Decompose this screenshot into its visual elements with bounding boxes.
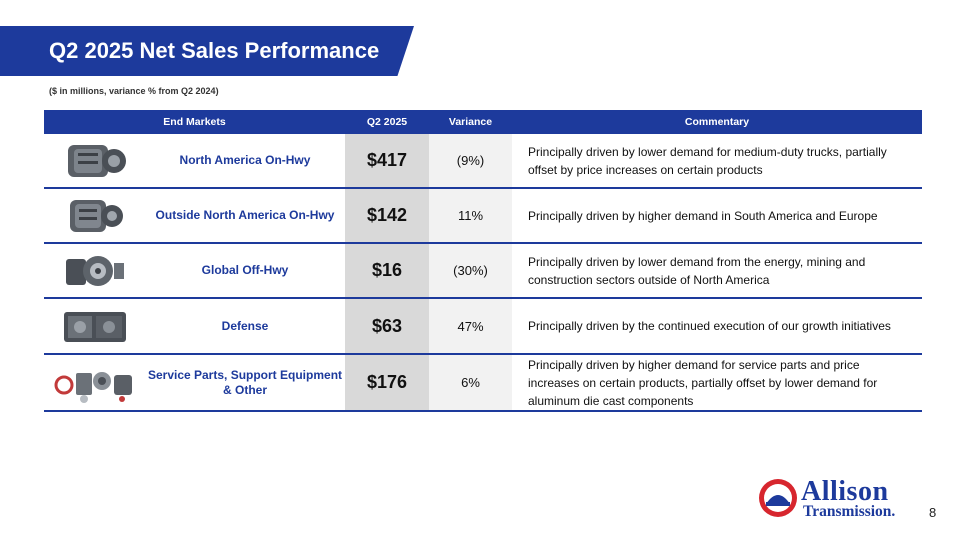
logo-wordmark-allison: Allison <box>801 476 889 507</box>
table-row: Defense $63 47% Principally driven by th… <box>44 299 922 355</box>
transmission-icon <box>44 134 145 187</box>
table-header: End Markets Q2 2025 Variance Commentary <box>44 110 922 134</box>
header-commentary: Commentary <box>684 116 750 128</box>
variance-value: 47% <box>429 299 512 353</box>
page-title: Q2 2025 Net Sales Performance <box>49 38 380 63</box>
title-banner <box>0 26 414 76</box>
variance-value: (9%) <box>429 134 512 187</box>
q2-value: $142 <box>345 189 429 242</box>
page-number: 8 <box>929 505 937 520</box>
commentary-text: Principally driven by higher demand for … <box>528 357 878 408</box>
transmission-icon <box>44 189 145 242</box>
commentary-text: Principally driven by lower demand for m… <box>528 144 887 177</box>
subtitle: ($ in millions, variance % from Q2 2024) <box>49 86 219 96</box>
offhighway-transmission-icon <box>44 244 145 297</box>
market-name: Defense <box>221 318 269 333</box>
commentary-text: Principally driven by lower demand from … <box>528 254 866 287</box>
market-name: Service Parts, Support Equipment & Other <box>147 367 343 397</box>
allison-logo-icon <box>758 478 798 523</box>
table-row: Outside North America On-Hwy $142 11% Pr… <box>44 189 922 244</box>
q2-value: $16 <box>345 244 429 297</box>
defense-transmission-icon <box>44 299 145 353</box>
market-name: Global Off-Hwy <box>201 263 289 277</box>
net-sales-table: End Markets Q2 2025 Variance Commentary … <box>44 110 922 412</box>
q2-value: $417 <box>345 134 429 187</box>
variance-value: (30%) <box>429 244 512 297</box>
header-variance: Variance <box>448 116 493 128</box>
commentary-text: Principally driven by the continued exec… <box>528 319 891 333</box>
table-row: Service Parts, Support Equipment & Other… <box>44 355 922 412</box>
variance-value: 6% <box>429 355 512 410</box>
q2-value: $176 <box>345 355 429 410</box>
logo-wordmark-transmission: Transmission. <box>803 503 896 520</box>
commentary-text: Principally driven by higher demand in S… <box>528 208 878 223</box>
header-q2-2025: Q2 2025 <box>366 116 408 128</box>
service-parts-icon <box>44 355 145 410</box>
header-end-markets: End Markets <box>163 116 226 128</box>
market-name: North America On-Hwy <box>179 153 311 167</box>
table-row: Global Off-Hwy $16 (30%) Principally dri… <box>44 244 922 299</box>
q2-value: $63 <box>345 299 429 353</box>
market-name: Outside North America On-Hwy <box>155 208 335 222</box>
variance-value: 11% <box>429 189 512 242</box>
table-row: North America On-Hwy $417 (9%) Principal… <box>44 134 922 189</box>
